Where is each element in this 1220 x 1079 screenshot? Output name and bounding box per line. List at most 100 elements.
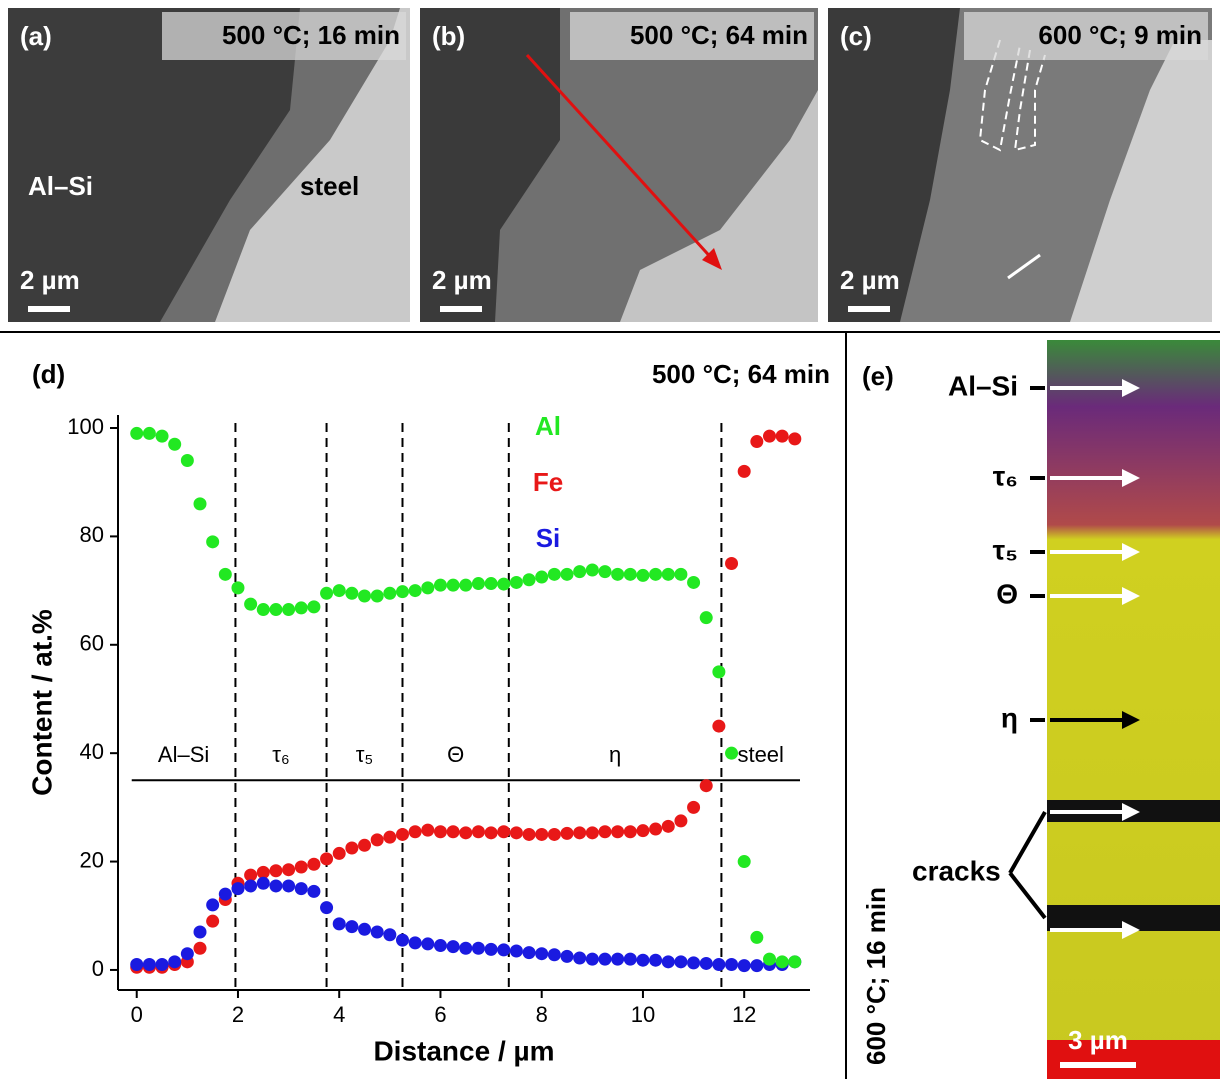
data-point [471, 825, 485, 839]
data-point [155, 958, 169, 972]
data-point [649, 953, 663, 967]
data-point [332, 584, 346, 598]
data-point [687, 956, 701, 970]
data-point [649, 822, 663, 836]
data-point [269, 603, 283, 617]
data-point [497, 943, 511, 957]
data-point [763, 952, 777, 966]
data-point [598, 825, 612, 839]
data-point [687, 575, 701, 589]
data-point [206, 535, 220, 549]
data-point [395, 585, 409, 599]
x-tick-label: 2 [232, 1002, 244, 1027]
data-point [370, 589, 384, 603]
data-point [535, 947, 549, 961]
data-point [155, 429, 169, 443]
scale-bar [848, 306, 890, 312]
data-point [244, 597, 258, 611]
data-point [130, 426, 144, 440]
data-point [611, 567, 625, 581]
condition: 600 °C; 16 min [861, 887, 891, 1065]
phase-label: η [609, 742, 621, 767]
data-point [320, 852, 334, 866]
data-point [649, 567, 663, 581]
data-point [788, 955, 802, 969]
data-point [231, 581, 245, 595]
data-point [623, 567, 637, 581]
data-point [320, 586, 334, 600]
data-point [737, 855, 751, 869]
arrow-head [1122, 921, 1140, 939]
data-point [282, 603, 296, 617]
x-axis-label: Distance / µm [373, 1035, 554, 1066]
y-tick-label: 40 [80, 739, 104, 764]
data-point [636, 824, 650, 838]
note: steel [300, 171, 359, 201]
data-point [408, 584, 422, 598]
data-point [459, 826, 473, 840]
data-point [585, 563, 599, 577]
data-point [244, 879, 258, 893]
phase-label: τ₆ [993, 460, 1018, 491]
data-point [522, 946, 536, 960]
scale-label: 2 µm [20, 265, 80, 295]
arrow-head [1122, 803, 1140, 821]
data-point [395, 827, 409, 841]
data-point [433, 578, 447, 592]
data-point [775, 429, 789, 443]
x-tick-label: 10 [631, 1002, 655, 1027]
panel-label: (a) [20, 21, 52, 51]
data-point [725, 958, 739, 972]
data-point [674, 567, 688, 581]
data-point [535, 827, 549, 841]
cracks-label: cracks [912, 855, 1001, 886]
arrow-head [1122, 711, 1140, 729]
data-point [395, 933, 409, 947]
data-point [244, 868, 258, 882]
data-point [560, 949, 574, 963]
data-point [573, 826, 587, 840]
x-tick-label: 4 [333, 1002, 345, 1027]
data-point [497, 825, 511, 839]
panel-label: (c) [840, 21, 872, 51]
scale-label: 2 µm [840, 265, 900, 295]
data-point [294, 882, 308, 896]
micrograph-b [420, 8, 818, 322]
data-point [421, 581, 435, 595]
data-point [206, 898, 220, 912]
data-point [509, 944, 523, 958]
arrow-head [1122, 587, 1140, 605]
data-point [282, 879, 296, 893]
phase-label: τ₅ [356, 742, 374, 767]
phase-label: τ₆ [272, 742, 290, 767]
data-point [623, 825, 637, 839]
data-point [168, 955, 182, 969]
data-point [547, 827, 561, 841]
micrograph-a [8, 8, 410, 322]
data-point [433, 825, 447, 839]
data-point [269, 864, 283, 878]
data-point [320, 901, 334, 915]
data-point [218, 887, 232, 901]
data-point [218, 567, 232, 581]
label-box [570, 12, 814, 60]
data-point [345, 586, 359, 600]
note: Al–Si [28, 171, 93, 201]
data-point [509, 826, 523, 840]
legend-entry: Al [535, 411, 561, 441]
data-point [180, 454, 194, 468]
data-point [509, 575, 523, 589]
phase-label: Θ [447, 742, 464, 767]
data-point [370, 833, 384, 847]
data-point [484, 942, 498, 956]
data-point [661, 955, 675, 969]
arrow-head [1122, 379, 1140, 397]
data-point [383, 830, 397, 844]
legend-entry: Si [536, 523, 561, 553]
y-tick-label: 20 [80, 847, 104, 872]
data-point [750, 930, 764, 944]
y-tick-label: 60 [80, 631, 104, 656]
data-point [497, 577, 511, 591]
legend-entry: Fe [533, 467, 563, 497]
panel-label: (b) [432, 21, 465, 51]
